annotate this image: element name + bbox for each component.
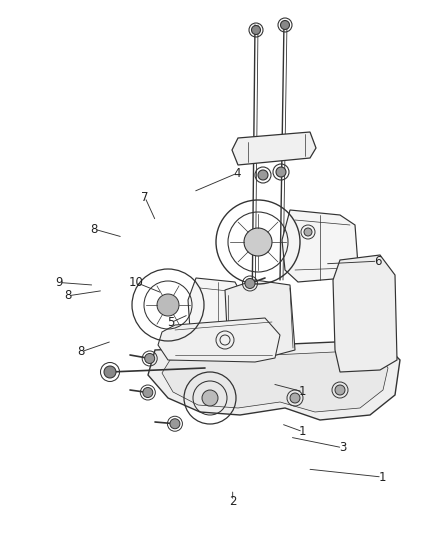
Polygon shape xyxy=(158,318,279,362)
Text: 3: 3 xyxy=(338,441,345,454)
Polygon shape xyxy=(332,255,396,372)
Polygon shape xyxy=(187,278,241,340)
Text: 1: 1 xyxy=(377,471,385,483)
Text: 9: 9 xyxy=(55,276,63,289)
Circle shape xyxy=(145,353,154,364)
Circle shape xyxy=(244,278,254,288)
Text: 7: 7 xyxy=(141,191,148,204)
Circle shape xyxy=(244,228,272,256)
Text: 8: 8 xyxy=(91,223,98,236)
Text: 5: 5 xyxy=(167,316,174,329)
Circle shape xyxy=(201,390,218,406)
Circle shape xyxy=(290,393,299,403)
Text: 8: 8 xyxy=(64,289,71,302)
Circle shape xyxy=(157,294,179,316)
Circle shape xyxy=(142,387,152,398)
Polygon shape xyxy=(162,350,387,412)
Text: 4: 4 xyxy=(233,167,240,180)
Polygon shape xyxy=(231,132,315,165)
Text: 2: 2 xyxy=(228,495,236,507)
Text: 10: 10 xyxy=(128,276,143,289)
Polygon shape xyxy=(148,340,399,420)
Circle shape xyxy=(276,167,285,177)
Circle shape xyxy=(104,366,116,378)
Text: 1: 1 xyxy=(298,425,306,438)
Polygon shape xyxy=(281,210,357,282)
Circle shape xyxy=(170,419,180,429)
Text: 1: 1 xyxy=(298,385,306,398)
Circle shape xyxy=(258,170,267,180)
Circle shape xyxy=(334,385,344,395)
Text: 8: 8 xyxy=(78,345,85,358)
Text: 6: 6 xyxy=(373,255,381,268)
Polygon shape xyxy=(225,280,294,358)
Circle shape xyxy=(251,26,260,35)
Circle shape xyxy=(280,20,289,29)
Circle shape xyxy=(303,228,311,236)
